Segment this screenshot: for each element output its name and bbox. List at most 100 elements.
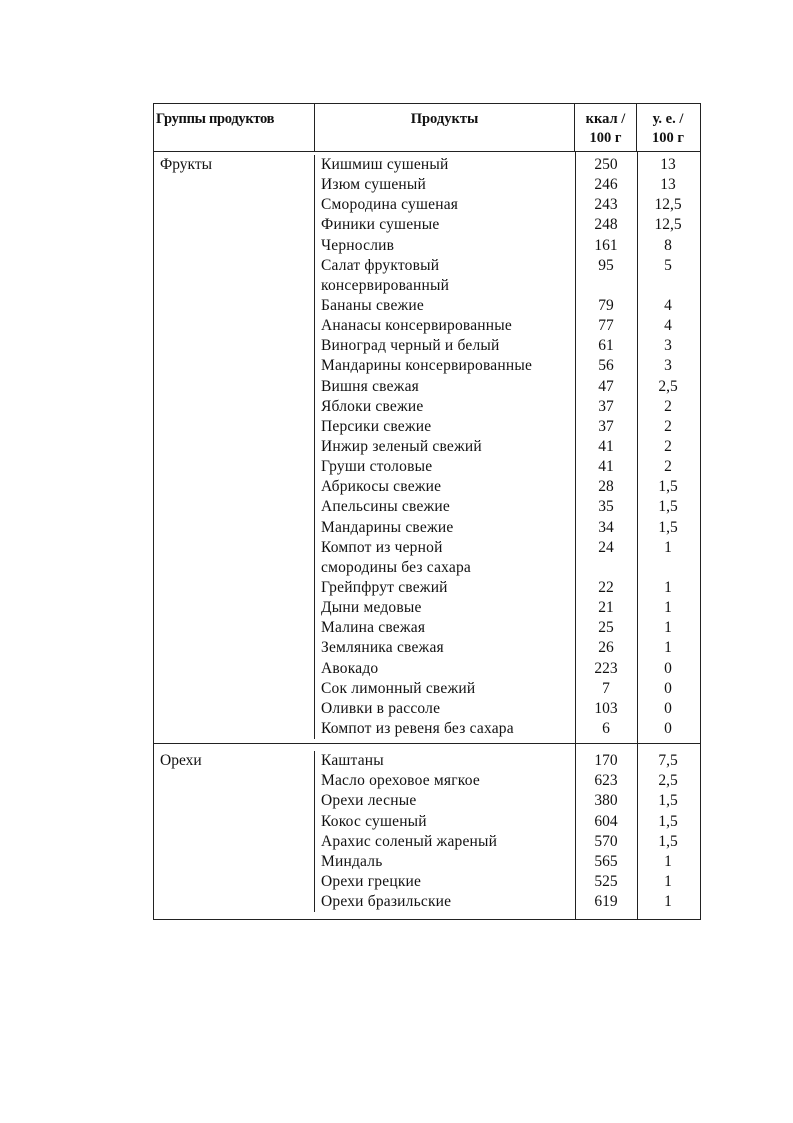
table-row: Земляника свежая 26 1 (315, 638, 699, 658)
units-value: 0 (664, 719, 672, 737)
kcal-value: 95 (598, 256, 614, 274)
units-value: 2 (664, 417, 672, 435)
header-units-line1: у. е. / (652, 111, 684, 127)
table-row: Сок лимонный свежий 7 0 (315, 679, 699, 699)
table-row: Абрикосы свежие 28 1,5 (315, 477, 699, 497)
product-name: Арахис соленый жареный (321, 832, 498, 850)
product-name: Изюм сушеный (321, 176, 427, 194)
kcal-value: 79 (598, 296, 614, 314)
header-product: Продукты (315, 104, 575, 151)
column-divider (636, 152, 638, 744)
units-value: 3 (664, 357, 672, 375)
table-row: Орехи грецкие 525 1 (315, 872, 699, 892)
units-value: 2 (664, 437, 672, 455)
product-name: Земляника свежая (321, 639, 444, 657)
header-units: у. е. / 100 г (637, 104, 699, 151)
table-row: Миндаль 565 1 (315, 852, 699, 872)
table-row: Салат фруктовый консервированный 95 5 (315, 256, 699, 296)
units-value: 12,5 (654, 196, 682, 214)
kcal-value: 6 (602, 719, 610, 737)
column-divider (574, 744, 576, 920)
table-row: Дыни медовые 21 1 (315, 598, 699, 618)
product-name: Мандарины консервированные (321, 357, 533, 375)
table-row: Инжир зеленый свежий 41 2 (315, 437, 699, 457)
food-calorie-table: Группы продуктов Продукты ккал / 100 г у… (153, 103, 701, 921)
product-name: Чернослив (321, 236, 395, 254)
kcal-value: 22 (598, 578, 614, 596)
kcal-value: 37 (598, 397, 614, 415)
product-name: Дыни медовые (321, 599, 422, 617)
table-row: Мандарины свежие 34 1,5 (315, 518, 699, 538)
kcal-value: 250 (594, 156, 618, 173)
table-header-row: Группы продуктов Продукты ккал / 100 г у… (154, 104, 700, 152)
kcal-value: 56 (598, 357, 614, 375)
product-name: Виноград черный и белый (321, 337, 500, 355)
product-name: Кокос сушеный (321, 812, 427, 830)
table-row: Кишмиш сушеный 250 13 (315, 155, 699, 175)
product-name: Финики сушеные (321, 216, 440, 234)
column-divider (636, 744, 638, 920)
kcal-value: 41 (598, 458, 614, 476)
product-name: Мандарины свежие (321, 518, 454, 536)
units-value: 1,5 (658, 478, 678, 496)
kcal-value: 26 (598, 639, 614, 657)
group-cell: Фрукты (154, 155, 315, 740)
table-row: Авокадо 223 0 (315, 659, 699, 679)
table-row: Орехи лесные 380 1,5 (315, 791, 699, 811)
table-row: Кокос сушеный 604 1,5 (315, 812, 699, 832)
units-value: 2,5 (658, 772, 678, 790)
kcal-value: 37 (598, 417, 614, 435)
table-row: Персики свежие 37 2 (315, 417, 699, 437)
table-row: Апельсины свежие 35 1,5 (315, 497, 699, 517)
units-value: 4 (664, 296, 672, 314)
product-name: Оливки в рассоле (321, 699, 441, 717)
table-row: Бананы свежие 79 4 (315, 296, 699, 316)
kcal-value: 243 (594, 196, 618, 214)
header-kcal-line1: ккал / (585, 111, 626, 127)
kcal-value: 170 (594, 752, 618, 770)
product-name: Каштаны (321, 752, 384, 770)
table-row: Мандарины консервированные 56 3 (315, 356, 699, 376)
table-row: Виноград черный и белый 61 3 (315, 336, 699, 356)
kcal-value: 246 (594, 176, 618, 194)
units-value: 1,5 (658, 812, 678, 830)
kcal-value: 35 (598, 498, 614, 516)
product-name: Салат фруктовый консервированный (321, 256, 450, 294)
table-row: Грейпфрут свежий 22 1 (315, 578, 699, 598)
kcal-value: 248 (594, 216, 618, 234)
product-name: Инжир зеленый свежий (321, 437, 482, 455)
kcal-value: 25 (598, 619, 614, 637)
units-value: 1 (664, 872, 672, 890)
product-name: Яблоки свежие (321, 397, 424, 415)
units-value: 7,5 (658, 752, 678, 770)
header-group: Группы продуктов (154, 104, 315, 151)
table-row: Масло ореховое мягкое 623 2,5 (315, 771, 699, 791)
product-name: Авокадо (321, 659, 379, 677)
product-name: Грейпфрут свежий (321, 578, 448, 596)
product-name: Груши столовые (321, 458, 433, 476)
product-name: Малина свежая (321, 619, 426, 637)
units-value: 4 (664, 317, 672, 335)
units-value: 1,5 (658, 518, 678, 536)
product-name: Орехи лесные (321, 792, 417, 810)
table-row: Малина свежая 25 1 (315, 618, 699, 638)
units-value: 1 (664, 852, 672, 870)
kcal-value: 47 (598, 377, 614, 395)
group-name: Орехи (160, 752, 202, 770)
table-row: Арахис соленый жареный 570 1,5 (315, 832, 699, 852)
kcal-value: 604 (594, 812, 618, 830)
units-value: 13 (660, 176, 676, 194)
product-name: Орехи бразильские (321, 893, 452, 911)
group-name: Фрукты (160, 156, 213, 173)
table-row: Финики сушеные 248 12,5 (315, 215, 699, 235)
table-body: Фрукты Кишмиш сушеный 250 13 Изюм сушеный 246… (154, 152, 700, 920)
header-units-line2: 100 г (652, 130, 684, 146)
kcal-value: 7 (602, 679, 610, 697)
product-name: Ананасы консервированные (321, 317, 512, 335)
kcal-value: 77 (598, 317, 614, 335)
units-value: 3 (664, 337, 672, 355)
product-name: Компот из черной смородины без сахара (321, 538, 472, 576)
units-value: 13 (660, 156, 676, 173)
units-value: 12,5 (654, 216, 682, 234)
units-value: 0 (664, 659, 672, 677)
